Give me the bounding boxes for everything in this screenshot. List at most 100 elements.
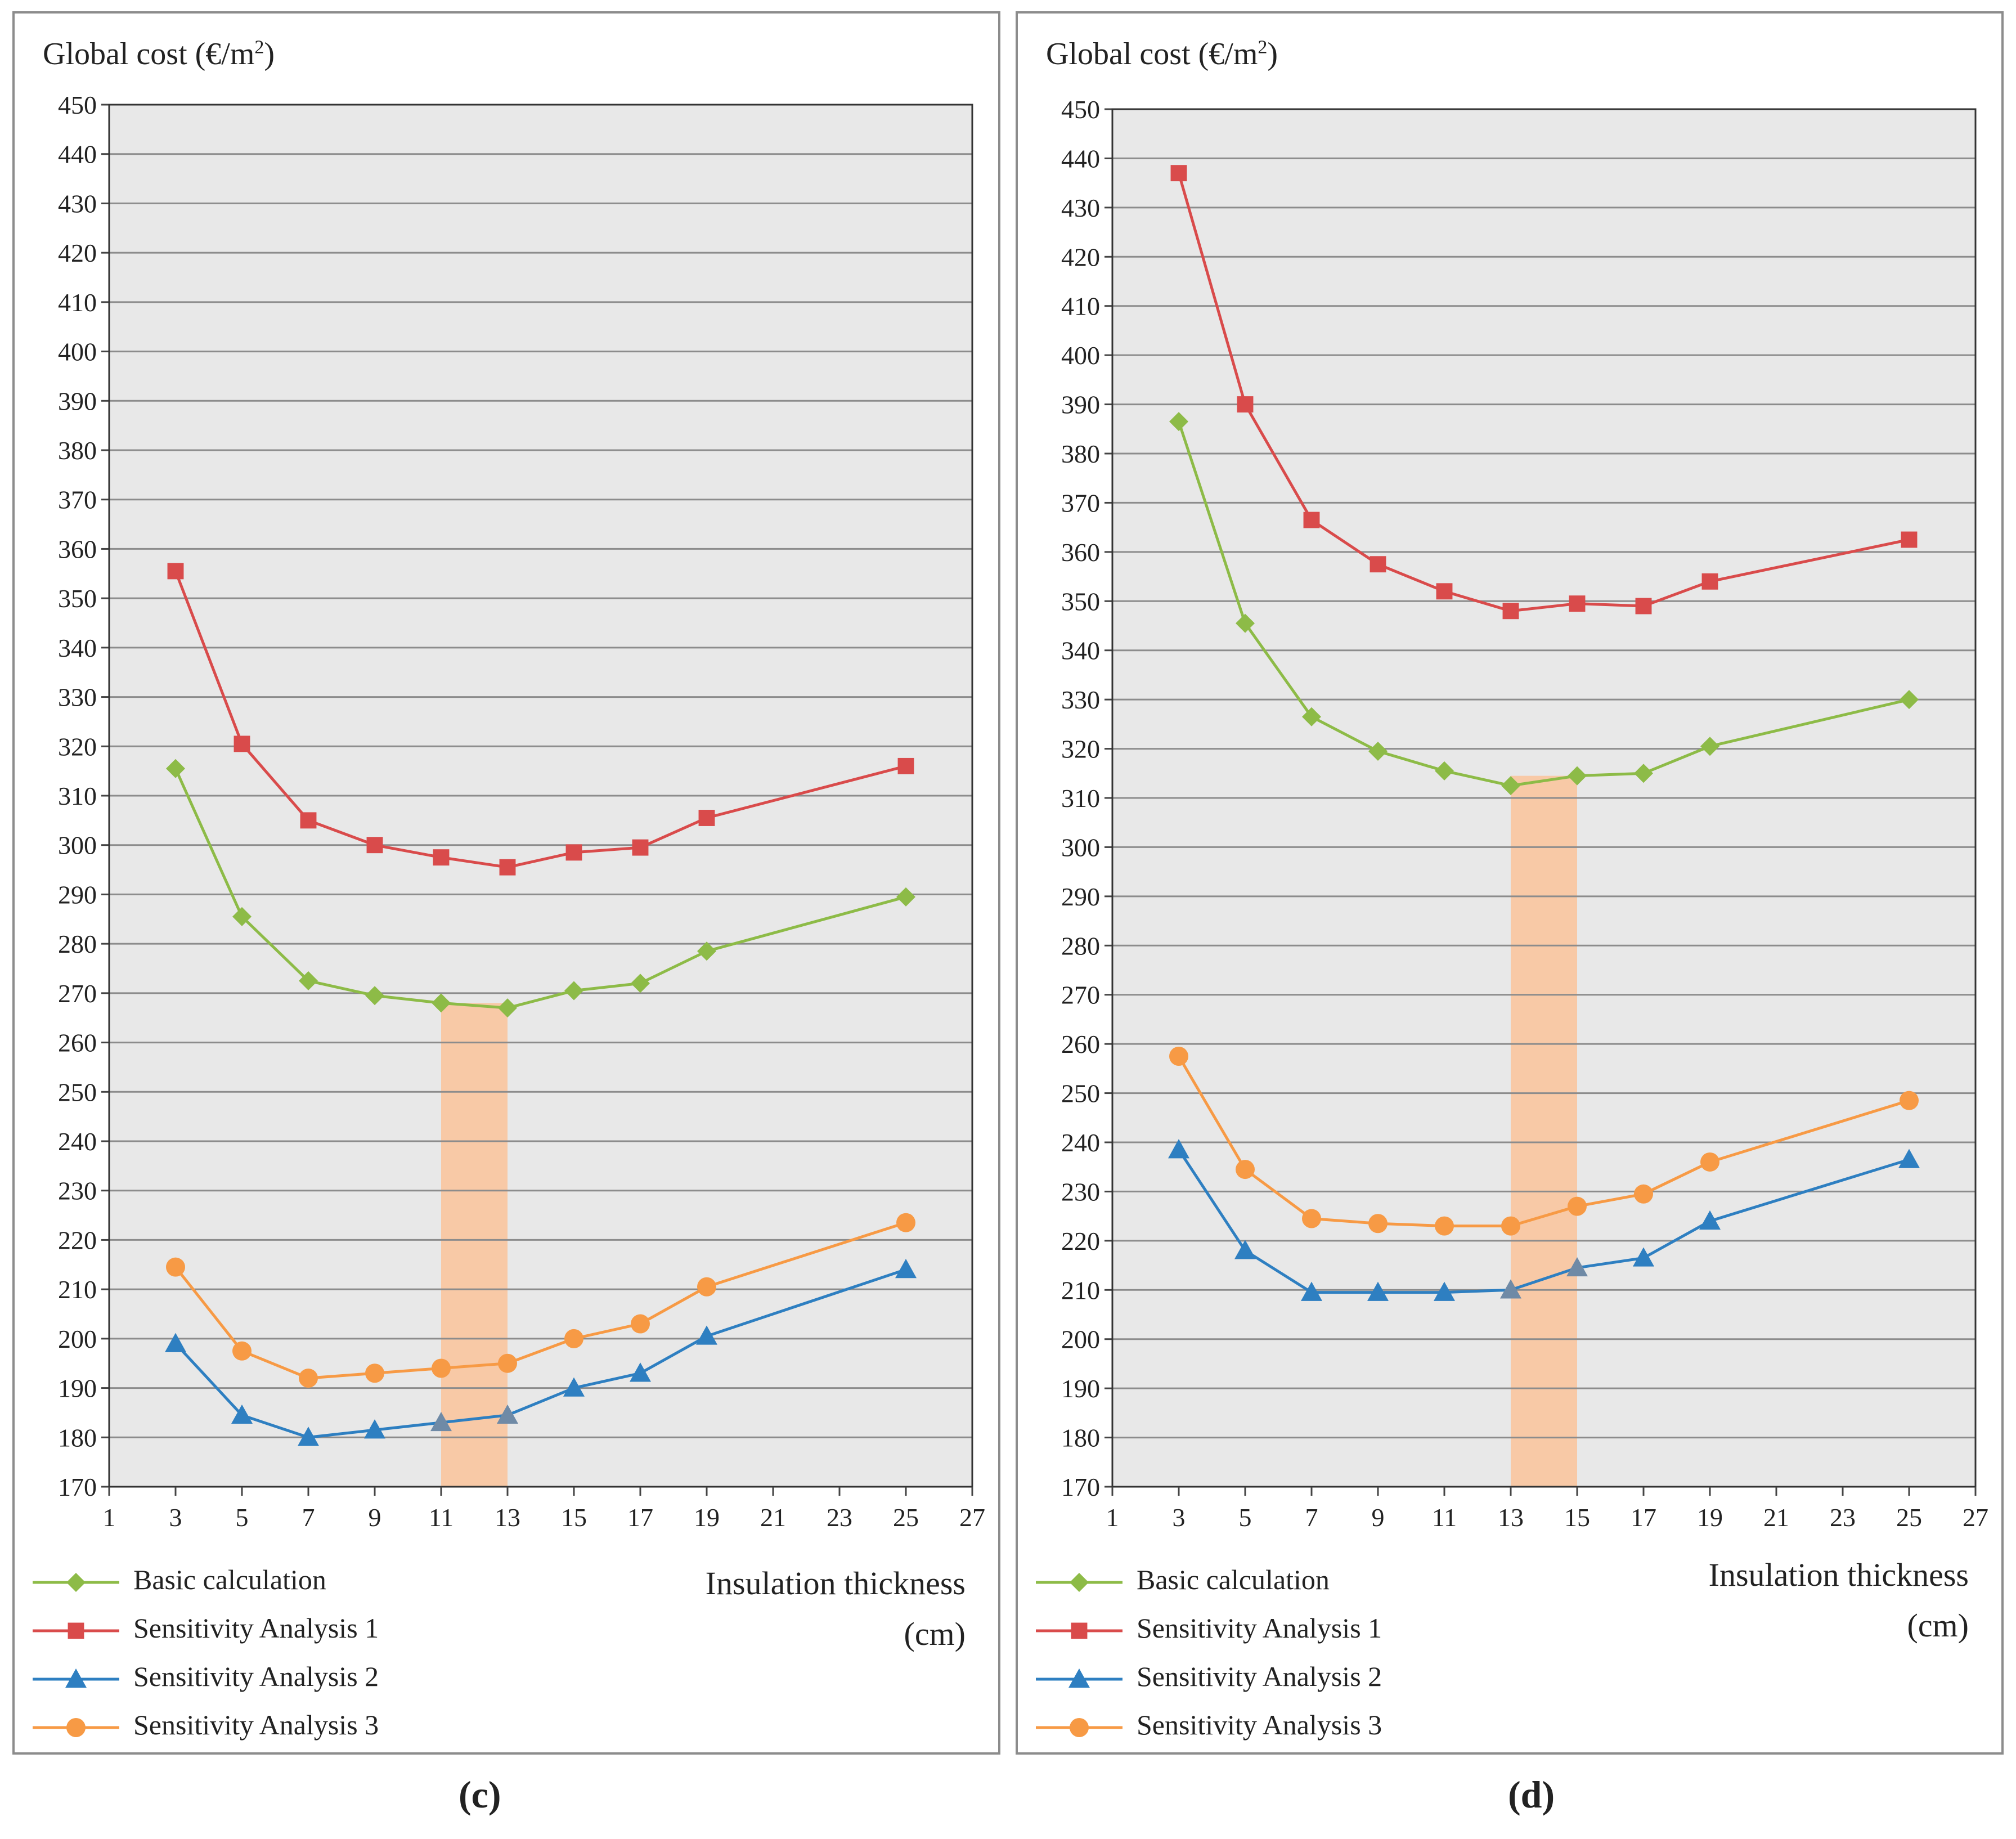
legend-swatch-basic xyxy=(1036,1573,1123,1592)
legend-label: Sensitivity Analysis 3 xyxy=(1137,1709,1382,1741)
y-tick-label: 400 xyxy=(58,338,97,366)
x-axis-label: Insulation thickness (cm) xyxy=(705,1565,966,1652)
data-point xyxy=(234,735,250,752)
optimum-band xyxy=(441,1003,508,1487)
series-line-1 xyxy=(1177,421,1910,787)
legend-marker xyxy=(65,1668,87,1688)
data-point xyxy=(1236,1160,1255,1179)
data-point xyxy=(167,563,184,580)
data-point xyxy=(232,907,252,926)
legend-marker xyxy=(66,1573,86,1592)
data-point xyxy=(497,1404,518,1424)
data-point xyxy=(1501,776,1520,796)
legend-swatch-sa1 xyxy=(33,1622,119,1639)
data-point xyxy=(1368,1214,1388,1234)
data-point xyxy=(1302,707,1321,726)
series-line-4 xyxy=(174,1221,906,1380)
y-tick-label: 320 xyxy=(1061,735,1100,764)
y-tick-label: 380 xyxy=(1061,439,1100,468)
y-tick-label: 260 xyxy=(58,1029,97,1057)
y-tick-label: 380 xyxy=(58,436,97,465)
data-point xyxy=(897,757,914,774)
legend-item-sa1: Sensitivity Analysis 1 xyxy=(1032,1608,1539,1657)
data-point xyxy=(365,986,384,1006)
y-tick-label: 420 xyxy=(58,239,97,267)
x-tick-label: 25 xyxy=(1896,1503,1922,1532)
data-point xyxy=(1568,1196,1587,1216)
x-tick-label: 17 xyxy=(1631,1503,1656,1532)
data-point xyxy=(299,971,318,990)
y-tick-label: 190 xyxy=(58,1374,97,1403)
x-tick-label: 15 xyxy=(561,1503,587,1532)
chart-plot-d: 170 180 190 200 210 220 230 240 250 260 270 280 290 3… xyxy=(1061,95,1988,1532)
data-point xyxy=(1436,583,1453,600)
y-tick-label: 320 xyxy=(58,732,97,761)
series-line-2 xyxy=(174,571,906,869)
x-tick-label: 23 xyxy=(1830,1503,1856,1532)
y-tick-label: 330 xyxy=(1061,685,1100,714)
data-point xyxy=(1898,1149,1920,1168)
caption-c: (c) xyxy=(459,1773,501,1816)
x-tick-label: 17 xyxy=(627,1503,653,1532)
legend: Basic calculation Sensitivity Analysis 1… xyxy=(1032,1560,1539,1753)
data-point xyxy=(166,759,185,778)
caption-d: (d) xyxy=(1508,1773,1555,1816)
y-tick-label: 450 xyxy=(1061,95,1100,124)
data-point xyxy=(896,1213,915,1232)
data-point xyxy=(565,844,582,861)
data-point xyxy=(1434,1281,1455,1301)
data-point xyxy=(1502,603,1519,620)
y-tick-label: 170 xyxy=(58,1473,97,1501)
data-point xyxy=(231,1404,253,1424)
legend-label: Sensitivity Analysis 2 xyxy=(1137,1661,1382,1692)
data-point xyxy=(232,1341,252,1361)
x-tick-label: 13 xyxy=(1498,1503,1524,1532)
data-point xyxy=(1700,1152,1719,1172)
legend-item-sa2: Sensitivity Analysis 2 xyxy=(1032,1657,1539,1705)
legend: Basic calculation Sensitivity Analysis 1… xyxy=(29,1560,536,1753)
series-line-4 xyxy=(1177,1055,1910,1228)
chart-panel-d: Global cost (€/m2) 170 180 190 200 210 220 230… xyxy=(1016,11,2004,1755)
y-tick-label: 220 xyxy=(58,1226,97,1254)
y-tick-label: 310 xyxy=(1061,784,1100,813)
data-point xyxy=(299,1369,318,1388)
y-tick-label: 340 xyxy=(1061,636,1100,665)
x-tick-label: 25 xyxy=(893,1503,919,1532)
x-tick-label: 11 xyxy=(1432,1503,1457,1532)
y-tick-label: 210 xyxy=(1061,1276,1100,1304)
y-tick-label: 300 xyxy=(58,831,97,860)
y-tick-label: 420 xyxy=(1061,243,1100,271)
data-point xyxy=(1301,1281,1322,1301)
data-point xyxy=(698,810,715,826)
data-point xyxy=(1701,573,1718,590)
x-axis-label: Insulation thickness (cm) xyxy=(1708,1557,1969,1644)
legend-marker xyxy=(1068,1668,1090,1688)
data-point xyxy=(298,1427,319,1446)
y-tick-label: 400 xyxy=(1061,341,1100,370)
data-point xyxy=(631,974,650,993)
y-tick-label: 180 xyxy=(1061,1424,1100,1452)
data-point xyxy=(630,1362,651,1382)
data-point xyxy=(366,837,383,854)
data-point xyxy=(1633,1247,1654,1267)
legend-label: Sensitivity Analysis 1 xyxy=(1137,1612,1382,1644)
x-tick-label: 11 xyxy=(429,1503,454,1532)
y-tick-label: 200 xyxy=(1061,1325,1100,1354)
data-point xyxy=(1169,412,1188,432)
data-point xyxy=(1634,1184,1653,1204)
y-tick-label: 350 xyxy=(1061,587,1100,616)
y-tick-label: 230 xyxy=(1061,1177,1100,1206)
data-point xyxy=(696,1325,717,1345)
data-point xyxy=(432,1358,451,1378)
data-point xyxy=(632,839,649,856)
y-tick-label: 350 xyxy=(58,584,97,613)
legend-item-sa2: Sensitivity Analysis 2 xyxy=(29,1657,536,1705)
y-tick-label: 230 xyxy=(58,1177,97,1205)
data-point xyxy=(1236,613,1255,633)
legend-item-sa3: Sensitivity Analysis 3 xyxy=(29,1705,536,1753)
y-tick-label: 390 xyxy=(58,387,97,415)
data-point xyxy=(300,812,317,829)
x-tick-label: 23 xyxy=(827,1503,852,1532)
y-axis-label: Global cost (€/m2) xyxy=(1046,37,1278,71)
y-tick-label: 240 xyxy=(58,1127,97,1156)
